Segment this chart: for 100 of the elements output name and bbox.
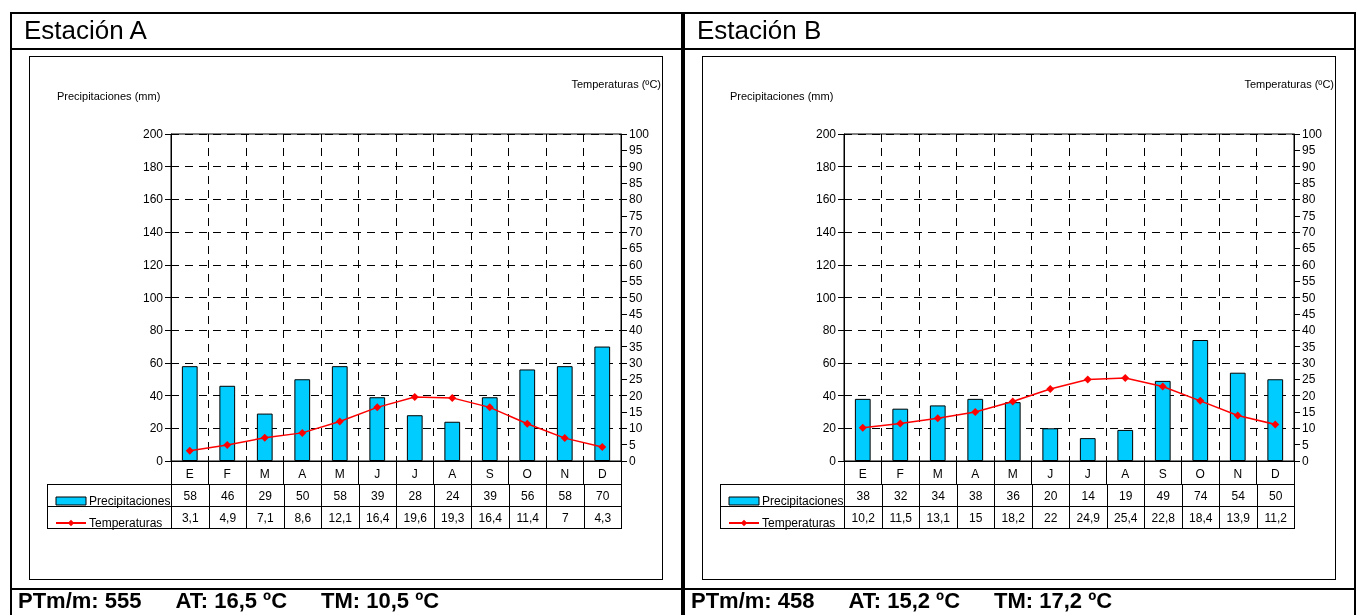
x-tick-label: N	[560, 467, 570, 481]
data-label: 19,3	[434, 506, 472, 529]
x-tick-label: S	[1158, 467, 1167, 481]
data-label: 13,1	[919, 506, 957, 529]
y2-tick-label: 100	[1302, 127, 1323, 141]
y-tick-label: 100	[142, 290, 164, 305]
data-label: 25,4	[1107, 506, 1145, 529]
data-label: 70	[584, 484, 622, 507]
y-tick-label: 40	[822, 388, 837, 403]
data-label: 19	[1107, 484, 1145, 507]
chart-title: Estación A	[24, 14, 147, 46]
y-axis-title: Precipitaciones (mm)	[57, 90, 161, 102]
y-tick-label: 0	[829, 454, 837, 468]
y2-tick-label: 35	[1302, 339, 1316, 354]
y-tick-label: 180	[815, 159, 837, 174]
x-tick-label: O	[522, 467, 532, 481]
data-label: 38	[957, 484, 995, 507]
x-tick-label: A	[448, 467, 457, 481]
y-tick-label: 120	[142, 257, 164, 272]
data-label: 15	[957, 506, 995, 529]
y2-tick-label: 90	[1302, 159, 1316, 174]
data-label: 18,2	[994, 506, 1032, 529]
y2-tick-label: 50	[1302, 290, 1316, 305]
x-tick-label: E	[858, 467, 867, 481]
text: AT: 15,2 ºC	[848, 588, 961, 614]
y2-tick-label: 80	[629, 192, 643, 207]
text: AT: 16,5 ºC	[175, 588, 288, 614]
data-label: 19,6	[396, 506, 434, 529]
data-label: 3,1	[171, 506, 209, 529]
data-label: 8,6	[284, 506, 322, 529]
data-label: 18,4	[1182, 506, 1220, 529]
y2-tick-label: 5	[1302, 437, 1309, 452]
y2-tick-label: 5	[629, 437, 636, 452]
data-label: 50	[284, 484, 322, 507]
x-tick-label: J	[1084, 467, 1091, 481]
x-tick-label: J	[374, 467, 381, 481]
data-label: 38	[844, 484, 882, 507]
data-label: 11,5	[882, 506, 920, 529]
data-label: 22,8	[1144, 506, 1182, 529]
y2-tick-label: 65	[1302, 241, 1316, 256]
data-label: 22	[1032, 506, 1070, 529]
data-label: 58	[171, 484, 209, 507]
y2-tick-label: 10	[1302, 421, 1316, 436]
data-label: 29	[246, 484, 284, 507]
data-label: 34	[919, 484, 957, 507]
y-tick-label: 60	[822, 355, 837, 370]
legend-label: Precipitaciones	[762, 494, 844, 508]
x-tick-label: M	[334, 467, 345, 481]
y2-tick-label: 45	[629, 306, 643, 321]
data-label: 14	[1069, 484, 1107, 507]
y-tick-label: 120	[815, 257, 837, 272]
y2-tick-label: 100	[629, 127, 650, 141]
y2-tick-label: 70	[629, 225, 643, 240]
data-label: 54	[1219, 484, 1257, 507]
x-tick-label: J	[1047, 467, 1054, 481]
x-tick-label: D	[597, 467, 607, 481]
y2-tick-label: 20	[1302, 388, 1316, 403]
y2-tick-label: 60	[629, 257, 643, 272]
data-label: 28	[396, 484, 434, 507]
y-tick-label: 200	[142, 127, 164, 141]
y2-tick-label: 45	[1302, 306, 1316, 321]
y-tick-label: 100	[815, 290, 837, 305]
y2-axis-title: Temperaturas (ºC)	[1244, 78, 1334, 90]
data-label: 32	[882, 484, 920, 507]
y2-tick-label: 55	[629, 274, 643, 289]
y-tick-label: 140	[142, 225, 164, 240]
y2-tick-label: 85	[629, 176, 643, 191]
y2-tick-label: 90	[629, 159, 643, 174]
data-label: 16,4	[471, 506, 509, 529]
data-label: 58	[321, 484, 359, 507]
data-label: 24,9	[1069, 506, 1107, 529]
x-tick-label: J	[411, 467, 418, 481]
x-tick-label: F	[223, 467, 231, 481]
data-label: 4,9	[209, 506, 247, 529]
data-label: 11,2	[1257, 506, 1295, 529]
y-tick-label: 20	[822, 421, 837, 436]
data-label: 12,1	[321, 506, 359, 529]
data-label: 49	[1144, 484, 1182, 507]
y2-tick-label: 0	[1302, 454, 1309, 468]
data-label: 11,4	[509, 506, 547, 529]
y2-tick-label: 15	[629, 404, 643, 419]
text: TM: 17,2 ºC	[994, 588, 1113, 614]
data-label: 58	[546, 484, 584, 507]
x-tick-label: F	[896, 467, 904, 481]
x-tick-label: E	[185, 467, 194, 481]
y2-tick-label: 15	[1302, 404, 1316, 419]
y2-tick-label: 95	[1302, 143, 1316, 158]
y2-tick-label: 95	[629, 143, 643, 158]
y2-tick-label: 30	[629, 355, 643, 370]
y-tick-label: 0	[156, 454, 164, 468]
y-tick-label: 60	[149, 355, 164, 370]
data-label: 7,1	[246, 506, 284, 529]
y2-tick-label: 65	[629, 241, 643, 256]
data-label: 36	[994, 484, 1032, 507]
y2-tick-label: 55	[1302, 274, 1316, 289]
y2-tick-label: 50	[629, 290, 643, 305]
y2-tick-label: 70	[1302, 225, 1316, 240]
x-tick-label: O	[1195, 467, 1205, 481]
x-tick-label: A	[298, 467, 307, 481]
x-tick-label: A	[971, 467, 980, 481]
